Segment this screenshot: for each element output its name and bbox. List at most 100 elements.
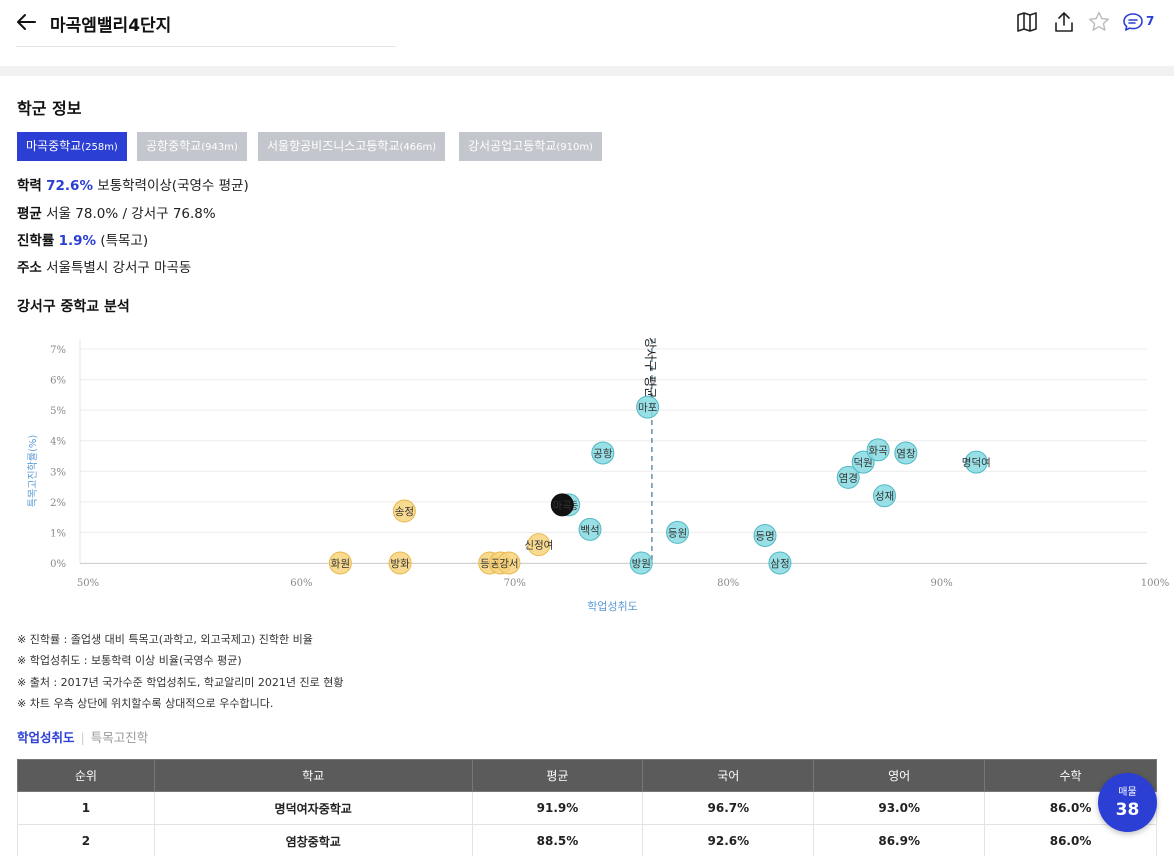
data-point — [753, 523, 777, 547]
data-point — [497, 551, 521, 575]
data-point-label: 등원 — [668, 527, 687, 539]
data-point-label: 송정 — [395, 506, 414, 518]
col-rank: 순위 — [17, 759, 155, 792]
tab-school-3[interactable]: 서울항공비즈니스고등학교(466m) — [258, 132, 446, 161]
note-line: ※ 학업성취도 : 보통학력 이상 비율(국영수 평균) — [17, 654, 242, 668]
data-point-label: 덕원 — [854, 457, 873, 469]
tab-school-1[interactable]: 마곡중학교(258m) — [17, 132, 127, 161]
table-row[interactable]: 1 명덕여자중학교 91.9% 96.7% 93.0% 86.0% — [17, 791, 1157, 825]
data-point-label: 명덕여 — [962, 457, 991, 469]
tab-school-4[interactable]: 강서공업고등학교(910m) — [459, 132, 602, 161]
info-achievement: 학력 72.6% 보통학력이상(국영수 평균) — [17, 174, 249, 194]
fab-label: 매물 — [1118, 787, 1137, 798]
data-point — [894, 441, 918, 465]
cell-school: 염창중학교 — [153, 824, 473, 856]
note-line: ※ 출처 : 2017년 국가수준 학업성취도, 학교알리미 2021년 진로 … — [17, 675, 344, 689]
y-tick-label: 1% — [50, 528, 66, 539]
section-divider — [0, 66, 1174, 76]
tab-school-distance: (466m) — [399, 142, 437, 153]
tab-school-name: 서울항공비즈니스고등학교 — [267, 139, 400, 153]
subtab-achievement[interactable]: 학업성취도 — [17, 730, 75, 745]
col-korean: 국어 — [642, 759, 815, 792]
share-icon[interactable] — [1052, 10, 1076, 34]
reference-line-label: 강서구 평균 — [643, 337, 658, 398]
cell-rank: 2 — [17, 824, 155, 856]
info-label: 주소 — [17, 260, 42, 276]
info-address: 주소 서울특별시 강서구 마곡동 — [17, 256, 191, 276]
data-point — [388, 551, 412, 575]
data-point — [768, 551, 792, 575]
message-count: 7 — [1146, 14, 1155, 28]
data-point — [550, 493, 574, 517]
subtab-separator: | — [80, 730, 85, 745]
x-tick-label: 50% — [77, 578, 99, 589]
cell-english: 93.0% — [813, 791, 986, 825]
data-point-label: 염창 — [896, 448, 916, 460]
scatter-chart: 0% 1% 2% 3% 4% 5% 6% 7% 50% 60% 70% 80% 90% 100% 학업성취도… — [27, 337, 1170, 613]
tab-school-name: 마곡중학교 — [26, 139, 82, 153]
data-point-label: 삼정 — [770, 558, 789, 570]
data-point — [392, 499, 416, 523]
tab-school-2[interactable]: 공항중학교(943m) — [137, 132, 247, 161]
data-point — [636, 395, 660, 419]
y-tick-label: 3% — [50, 467, 66, 478]
fab-count: 38 — [1115, 800, 1140, 820]
data-point — [629, 551, 653, 575]
y-tick-label: 2% — [50, 498, 66, 509]
table-header-row: 순위 학교 평균 국어 영어 수학 — [17, 759, 1157, 792]
data-point — [836, 465, 860, 489]
note-line: ※ 진학률 : 졸업생 대비 특목고(과학고, 외고국제고) 진학한 비율 — [17, 633, 313, 646]
data-point — [873, 484, 897, 508]
header-divider — [16, 46, 396, 47]
y-tick-label: 7% — [50, 345, 66, 356]
chart-notes: ※ 진학률 : 졸업생 대비 특목고(과학고, 외고국제고) 진학한 비율 ※ … — [17, 629, 344, 714]
col-english: 영어 — [813, 759, 986, 792]
info-value: 서울 78.0% / 강서구 76.8% — [46, 206, 216, 222]
data-point-label: 방원 — [632, 558, 651, 570]
note-line: ※ 차트 우측 상단에 위치할수록 상대적으로 우수합니다. — [17, 696, 274, 710]
tab-school-name: 공항중학교 — [146, 139, 202, 153]
chat-icon[interactable] — [1121, 10, 1145, 34]
ranking-subtabs: 학업성취도 | 특목고진학 — [17, 727, 148, 746]
ranking-table: 순위 학교 평균 국어 영어 수학 1 명덕여자중학교 91.9% 96.7% … — [17, 759, 1157, 856]
star-icon[interactable] — [1087, 10, 1111, 34]
info-value: 서울특별시 강서구 마곡동 — [46, 260, 192, 276]
info-highlight: 72.6% — [46, 178, 93, 194]
arrow-left-icon[interactable] — [14, 10, 38, 34]
data-point-label: 공항 — [593, 448, 613, 460]
data-point-label: 화곡 — [868, 445, 888, 457]
listings-fab-button[interactable]: 매물 38 — [1098, 773, 1157, 832]
data-point-label: 강서 — [499, 558, 518, 570]
tab-school-name: 강서공업고등학교 — [468, 139, 557, 153]
cell-average: 91.9% — [471, 791, 644, 825]
map-icon[interactable] — [1015, 10, 1039, 34]
header: 마곡엠밸리4단지 7 — [0, 0, 1174, 46]
data-point — [866, 438, 890, 462]
data-point — [964, 450, 988, 474]
x-axis-title: 학업성취도 — [587, 600, 638, 613]
info-average: 평균 서울 78.0% / 강서구 76.8% — [17, 202, 216, 222]
data-point-label: 성재 — [875, 491, 894, 503]
x-tick-label: 80% — [717, 578, 739, 589]
y-tick-label: 4% — [50, 437, 66, 448]
table-row[interactable]: 2 염창중학교 88.5% 92.6% 86.9% 86.0% — [17, 824, 1157, 856]
info-label: 평균 — [17, 206, 42, 222]
tab-school-distance: (258m) — [81, 142, 118, 153]
page-title: 마곡엠밸리4단지 — [50, 16, 172, 36]
tab-school-distance: (910m) — [556, 142, 593, 153]
data-point — [666, 520, 690, 544]
x-tick-label: 70% — [504, 578, 526, 589]
info-desc: 보통학력이상(국영수 평균) — [97, 178, 249, 194]
y-tick-label: 6% — [50, 376, 66, 387]
data-point-label: 등명 — [755, 530, 774, 542]
data-point-label: 마곡 — [553, 500, 573, 512]
data-point-label: 마포 — [638, 402, 658, 414]
data-point-label: 화원 — [331, 558, 350, 570]
col-average: 평균 — [471, 759, 644, 792]
subtab-special-school[interactable]: 특목고진학 — [90, 730, 149, 745]
info-advance-rate: 진학률 1.9% (특목고) — [17, 229, 148, 249]
x-tick-label: 100% — [1141, 578, 1170, 589]
y-tick-label: 0% — [50, 559, 66, 570]
cell-school: 명덕여자중학교 — [153, 791, 473, 825]
data-point-label: 신정여 — [524, 540, 553, 552]
